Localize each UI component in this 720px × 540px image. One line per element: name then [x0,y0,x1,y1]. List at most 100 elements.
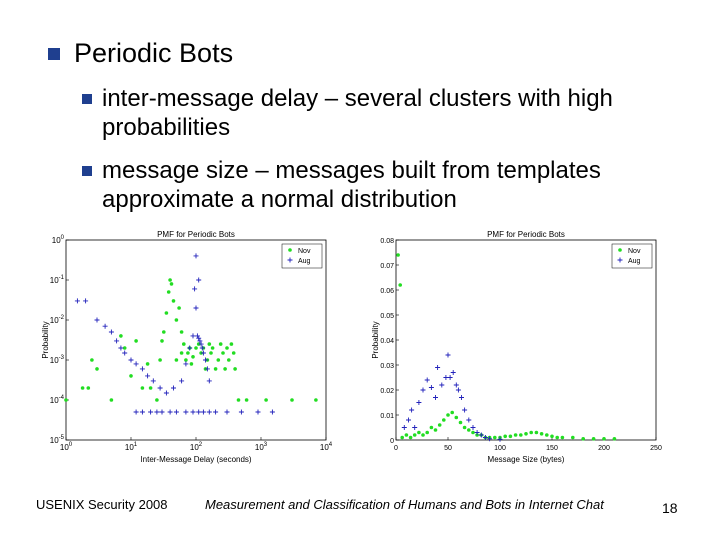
data-point [94,317,100,323]
data-point [200,350,206,356]
data-point [424,377,430,383]
data-point [401,425,407,430]
data-point [227,358,231,362]
x-tick-label: 101 [125,442,138,452]
data-point [478,432,484,438]
y-tick-label: 0.06 [380,288,394,295]
data-point [529,430,533,435]
data-point [238,409,244,415]
data-point [109,398,114,402]
data-point [179,330,184,334]
data-point [223,367,227,371]
data-point [174,318,179,322]
data-point [539,432,544,436]
data-point [408,435,413,440]
data-point [425,430,429,435]
data-point [400,435,404,440]
data-point [513,433,518,437]
data-point [168,278,172,282]
data-point [183,409,189,415]
data-point [443,375,449,380]
data-point [209,351,213,355]
data-point [145,373,151,379]
x-tick-label: 102 [190,442,203,452]
data-point [213,409,219,415]
y-tick-label: 0.01 [380,413,394,420]
x-axis-label: Inter-Message Delay (seconds) [140,455,251,464]
data-point [450,410,454,415]
data-point [229,342,234,346]
x-tick-label: 50 [444,445,452,452]
data-point [269,409,275,415]
data-point [224,409,230,415]
data-point [133,409,139,415]
data-point [433,395,438,400]
data-point [581,437,585,441]
legend-marker [287,257,293,263]
data-point [193,253,199,259]
data-point [244,398,249,402]
data-point [80,386,85,390]
y-tick-label: 0.05 [380,313,394,320]
data-point [437,423,442,427]
y-tick-label: 0 [390,438,394,445]
data-point [602,437,606,441]
data-point [196,277,202,283]
series-nov [64,278,318,402]
data-point [442,418,446,422]
legend-box [611,243,653,269]
data-point [404,433,409,437]
data-point [470,425,476,430]
data-point [173,409,179,415]
data-point [231,351,236,355]
data-point [193,305,199,311]
data-point [163,390,169,396]
data-point [102,323,108,329]
data-point [171,385,176,391]
size-pmf-chart: PMF for Periodic Bots Message Size (bytes… [371,230,662,464]
x-axis-label: Message Size (bytes) [488,455,565,464]
data-point [255,409,261,415]
data-point [186,351,190,355]
data-point [428,385,434,390]
data-point [179,351,184,355]
data-point [450,370,456,375]
x-tick-label: 0 [394,445,398,452]
data-point [118,345,124,351]
data-point [122,350,128,356]
y-tick-label: 100 [52,235,65,245]
data-point [74,298,80,304]
series-nov [396,253,617,441]
chart-title: PMF for Periodic Bots [157,230,235,239]
data-point [157,385,163,391]
data-point [206,409,212,415]
data-point [503,434,507,439]
data-point [90,358,94,362]
data-point [204,366,210,372]
data-point [134,339,138,343]
data-point [64,398,68,402]
data-point [439,382,445,388]
data-point [122,346,127,350]
data-point [454,415,459,420]
data-point [612,437,617,441]
data-point [290,398,294,402]
data-point [555,435,559,440]
series-aug [401,352,503,442]
bullet-square-icon [82,94,92,104]
legend: Nov Aug [611,243,653,269]
data-point [189,362,194,366]
data-point [433,428,438,432]
data-point [396,253,400,257]
footer-conference: USENIX Security 2008 [36,497,168,512]
data-point [412,433,417,437]
y-tick-label: 10-1 [50,275,65,285]
delay-pmf-chart: PMF for Periodic Bots Inter-Message Delay… [41,230,333,464]
data-point [167,409,173,415]
data-point [487,436,493,442]
data-point [119,334,123,338]
data-point [508,434,513,439]
data-point [150,378,156,384]
data-point [148,386,153,390]
data-point [197,338,203,344]
